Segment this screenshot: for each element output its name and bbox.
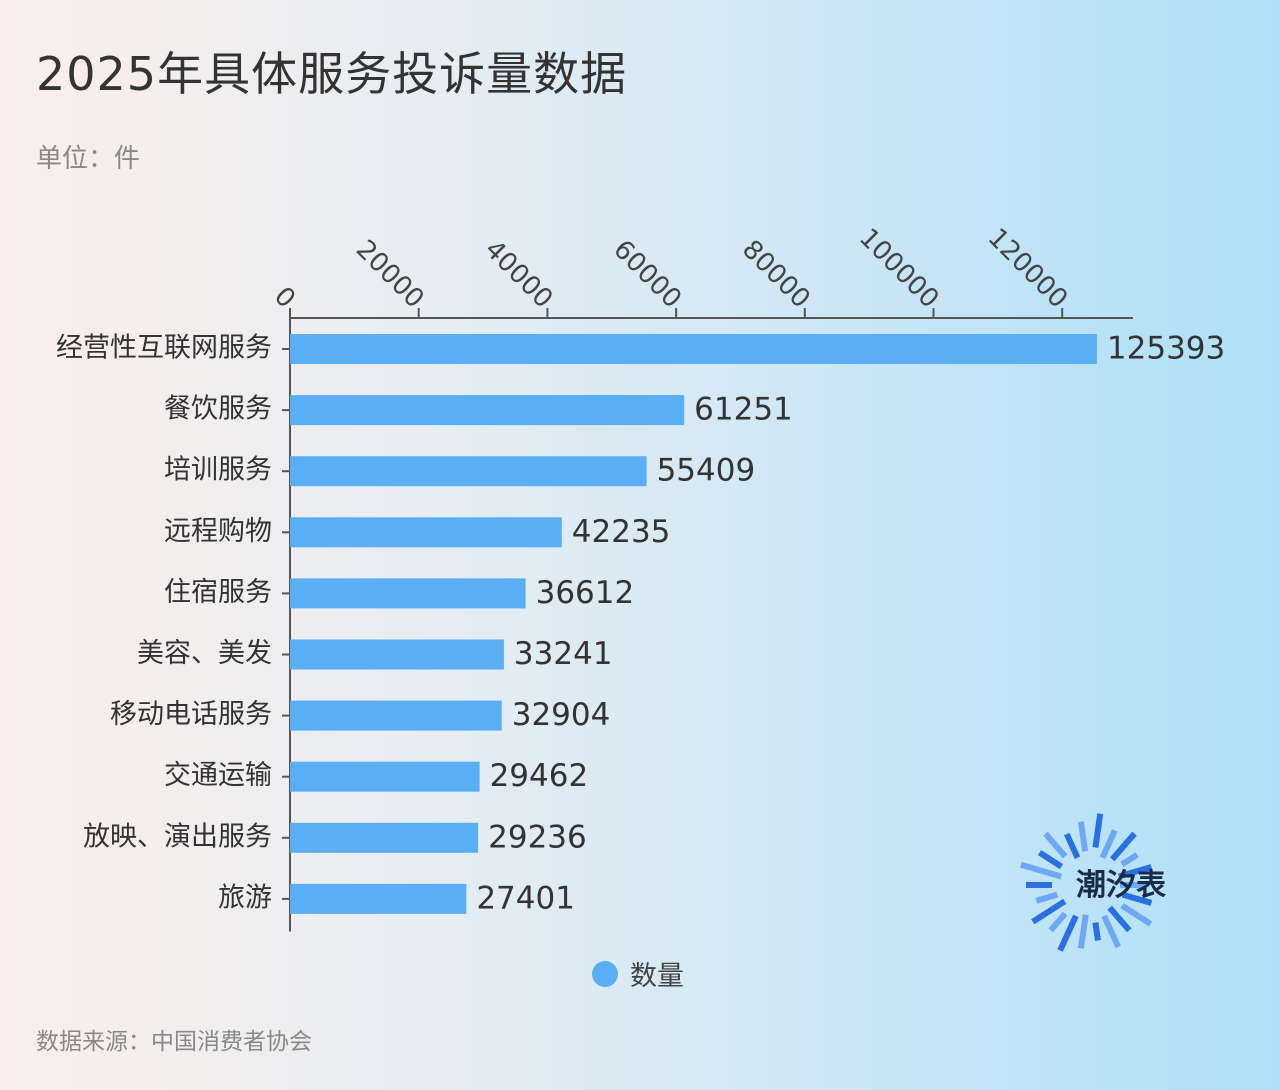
logo-ray: [1077, 914, 1089, 949]
bar: [290, 883, 467, 914]
logo-ray: [1092, 922, 1101, 941]
value-label: 42235: [572, 514, 671, 550]
x-tick-label: 120000: [982, 223, 1073, 314]
category-label: 餐饮服务: [164, 394, 272, 425]
logo-ray: [1117, 864, 1153, 880]
logo-ray: [1120, 852, 1139, 867]
data-source: 数据来源：中国消费者协会: [36, 1029, 312, 1055]
value-label: 61251: [694, 392, 793, 428]
logo-ray: [1031, 898, 1067, 925]
value-label: 29462: [490, 758, 589, 794]
logo-ray: [1064, 832, 1081, 859]
logo-ray: [1099, 829, 1118, 859]
bar: [290, 700, 502, 731]
legend-swatch: [592, 960, 618, 987]
category-label: 交通运输: [164, 760, 272, 791]
logo-ray: [1120, 903, 1153, 927]
category-label: 培训服务: [164, 455, 272, 486]
logo-ray: [1043, 831, 1068, 859]
category-label: 住宿服务: [164, 577, 272, 608]
value-label: 29236: [488, 819, 587, 855]
logo-ray: [1048, 911, 1068, 933]
value-label: 125393: [1107, 331, 1225, 367]
logo-ray: [1109, 831, 1137, 862]
value-label: 27401: [476, 880, 575, 916]
x-tick-label: 20000: [350, 235, 430, 315]
logo-burst-icon: [1020, 813, 1153, 952]
category-label: 美容、美发: [137, 638, 272, 669]
bar: [290, 822, 479, 853]
unit-label: 单位：件: [36, 144, 141, 174]
bar: [290, 578, 526, 609]
x-tick-label: 60000: [607, 235, 687, 315]
x-tick-label: 100000: [853, 223, 944, 314]
category-label: 经营性互联网服务: [56, 333, 272, 364]
value-label: 55409: [657, 453, 756, 489]
logo-ray: [1107, 905, 1132, 933]
x-tick-label: 40000: [479, 235, 559, 315]
legend-label: 数量: [630, 961, 684, 992]
category-label: 移动电话服务: [110, 699, 272, 730]
bar: [290, 517, 562, 548]
logo-ray: [1092, 813, 1104, 848]
x-tick-label: 0: [268, 281, 301, 314]
logo-text: 潮汐表: [1076, 868, 1166, 903]
logo-ray: [1035, 891, 1059, 904]
value-label: 32904: [512, 697, 611, 733]
logo-ray: [1121, 891, 1153, 906]
bar: [290, 334, 1097, 364]
x-tick-label: 80000: [736, 235, 816, 315]
category-label: 旅游: [218, 882, 272, 913]
value-label: 33241: [514, 636, 613, 672]
bar: [290, 639, 504, 670]
chart-title: 2025年具体服务投诉量数据: [36, 47, 628, 101]
logo-ray: [1057, 914, 1079, 952]
bar: [290, 395, 685, 426]
category-label: 放映、演出服务: [83, 821, 272, 852]
category-label: 远程购物: [164, 516, 272, 547]
logo-ray: [1020, 861, 1063, 880]
bar: [290, 456, 647, 487]
legend[interactable]: 数量: [592, 954, 684, 993]
logo-ray: [1101, 914, 1121, 949]
bar: [290, 761, 480, 792]
logo-ray: [1037, 850, 1064, 870]
value-label: 36612: [536, 575, 635, 611]
logo-ray: [1077, 821, 1089, 852]
